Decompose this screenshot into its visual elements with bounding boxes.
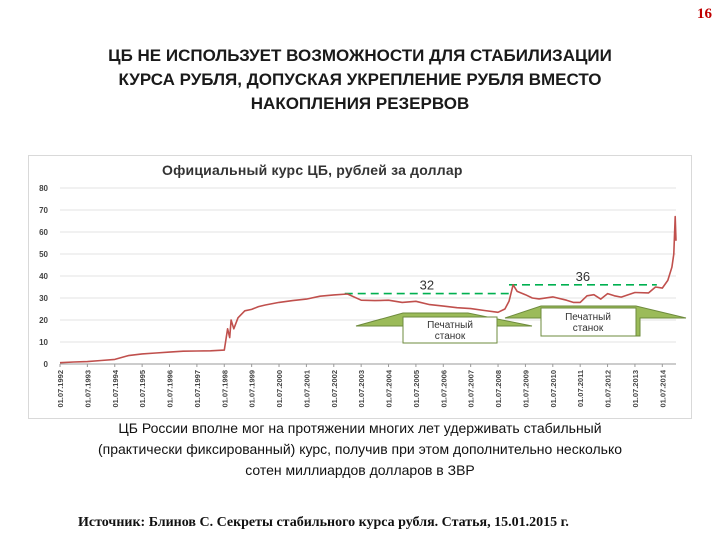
usd-rub-rate-line — [59, 215, 677, 364]
title-line-1: ЦБ НЕ ИСПОЛЬЗУЕТ ВОЗМОЖНОСТИ ДЛЯ СТАБИЛИ… — [108, 46, 612, 65]
x-tick-label-13: 01.07.2005 — [412, 370, 421, 408]
y-tick-label-60: 60 — [39, 228, 48, 237]
y-tick-label-30: 30 — [39, 294, 48, 303]
y-tick-label-0: 0 — [44, 360, 49, 369]
x-tick-label-18: 01.07.2010 — [549, 370, 558, 408]
title-line-2: КУРСА РУБЛЯ, ДОПУСКАЯ УКРЕПЛЕНИЕ РУБЛЯ В… — [118, 70, 602, 89]
x-tick-label-16: 01.07.2008 — [494, 370, 503, 408]
x-tick-label-7: 01.07.1999 — [248, 370, 257, 408]
caption-line-1: ЦБ России вполне мог на протяжении многи… — [118, 420, 602, 436]
page-number: 16 — [697, 6, 712, 22]
x-tick-label-9: 01.07.2001 — [302, 370, 311, 408]
caption-line-3: сотен миллиардов долларов в ЗВР — [245, 462, 475, 478]
x-tick-label-19: 01.07.2011 — [576, 370, 585, 407]
dashed-levels: 32 36 — [344, 269, 657, 295]
x-tick-label-15: 01.07.2007 — [467, 370, 476, 408]
y-axis: 0 10 20 30 40 50 60 70 80 — [39, 184, 48, 369]
x-tick-label-8: 01.07.2000 — [275, 370, 284, 408]
x-tick-label-17: 01.07.2009 — [521, 370, 530, 408]
x-tick-label-5: 01.07.1997 — [193, 370, 202, 408]
x-tick-label-14: 01.07.2006 — [439, 370, 448, 408]
x-tick-label-4: 01.07.1996 — [166, 370, 175, 408]
x-tick-label-20: 01.07.2012 — [604, 370, 613, 408]
y-tick-label-70: 70 — [39, 206, 48, 215]
y-tick-label-40: 40 — [39, 272, 48, 281]
x-tick-label-3: 01.07.1995 — [138, 370, 147, 408]
printing-press-arrow-2-box — [540, 307, 637, 337]
chart-frame — [28, 155, 692, 419]
y-tick-label-10: 10 — [39, 338, 48, 347]
chart-title: Официальный курс ЦБ, рублей за доллар — [162, 162, 463, 178]
caption-line-2: (практически фиксированный) курс, получи… — [97, 441, 623, 457]
x-tick-label-21: 01.07.2013 — [631, 370, 640, 408]
grid-layer — [60, 187, 676, 365]
annotations-layer: Печатный станок Печатный станок — [355, 305, 687, 344]
x-tick-label-2: 01.07.1994 — [111, 369, 120, 407]
x-tick-label-6: 01.07.1998 — [220, 370, 229, 408]
x-axis: 01.07.1992 01.07.1993 01.07.1994 01.07.1995… — [56, 364, 667, 408]
printing-press-label-2b: станок — [573, 323, 604, 334]
printing-press-label-1b: станок — [435, 331, 466, 342]
x-tick-label-1: 01.07.1993 — [83, 370, 92, 408]
y-tick-label-80: 80 — [39, 184, 48, 193]
series-line-layer — [59, 215, 677, 364]
printing-press-label-2a: Печатный — [565, 312, 611, 323]
printing-press-label-1a: Печатный — [427, 320, 473, 331]
title-line-3: НАКОПЛЕНИЯ РЕЗЕРВОВ — [250, 94, 470, 113]
x-tick-label-12: 01.07.2004 — [385, 369, 394, 407]
page-title: ЦБ НЕ ИСПОЛЬЗУЕТ ВОЗМОЖНОСТИ ДЛЯ СТАБИЛИ… — [60, 44, 660, 116]
y-tick-label-20: 20 — [39, 316, 48, 325]
x-tick-label-22: 01.07.2014 — [658, 369, 667, 407]
y-tick-label-50: 50 — [39, 250, 48, 259]
caption: ЦБ России вполне мог на протяжении многи… — [20, 418, 700, 481]
x-tick-label-10: 01.07.2002 — [330, 370, 339, 408]
level-label-32: 32 — [420, 278, 434, 293]
level-label-36: 36 — [576, 269, 590, 284]
printing-press-arrow-1-box — [402, 316, 498, 344]
source-note: Источник: Блинов С. Секреты стабильного … — [78, 515, 569, 530]
x-tick-label-11: 01.07.2003 — [357, 370, 366, 408]
x-tick-label-0: 01.07.1992 — [56, 370, 65, 408]
